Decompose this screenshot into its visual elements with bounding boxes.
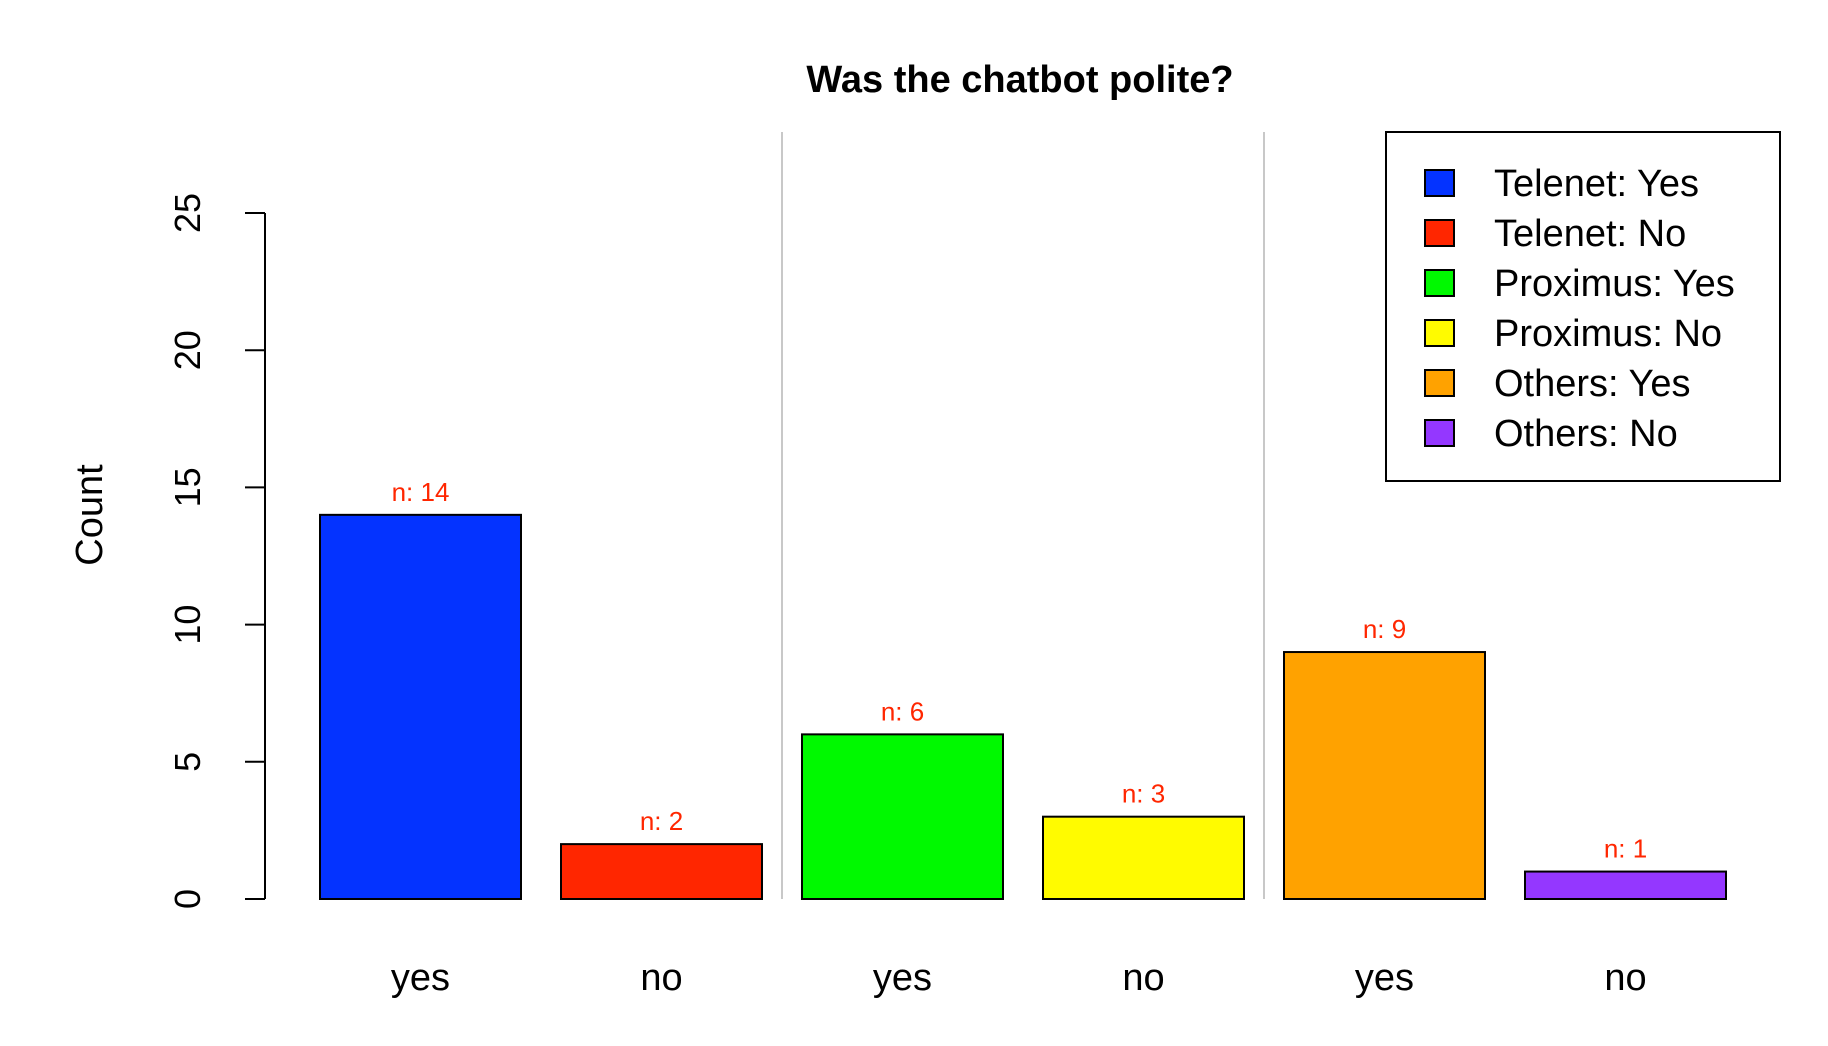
category-label-1: yes	[391, 957, 450, 999]
legend-label-5: Others: Yes	[1494, 363, 1690, 405]
group-separators	[781, 132, 1265, 899]
bars	[319, 513, 1727, 901]
category-label-4: no	[1122, 957, 1164, 999]
y-tick-label-10: 10	[167, 605, 208, 645]
bar-3	[801, 733, 1004, 900]
category-label-2: no	[640, 957, 682, 999]
y-axis-label: Count	[69, 464, 111, 566]
y-axis: 0 5 10 15 20 25	[167, 193, 266, 909]
data-label-5: n: 9	[1363, 614, 1406, 644]
data-label-6: n: 1	[1604, 834, 1647, 864]
legend-label-2: Telenet: No	[1494, 213, 1686, 255]
legend-label-4: Proximus: No	[1494, 313, 1722, 355]
bar-5	[1283, 651, 1486, 900]
category-label-6: no	[1604, 957, 1646, 999]
y-tick-label-25: 25	[167, 193, 208, 233]
legend-swatch-1	[1424, 169, 1455, 197]
bar-1	[319, 513, 522, 901]
bar-6	[1524, 870, 1727, 900]
legend-label-6: Others: No	[1494, 413, 1678, 455]
data-label-4: n: 3	[1122, 779, 1165, 809]
category-label-3: yes	[873, 957, 932, 999]
legend-swatch-6	[1424, 419, 1455, 447]
legend: Telenet: Yes Telenet: No Proximus: Yes Prox…	[1385, 131, 1781, 482]
legend-swatch-4	[1424, 319, 1455, 347]
bar-2	[560, 843, 763, 900]
category-label-5: yes	[1355, 957, 1414, 999]
legend-swatch-5	[1424, 369, 1455, 397]
data-labels: n: 14 n: 2 n: 6 n: 3 n: 9 n: 1	[392, 477, 1648, 864]
y-tick-label-15: 15	[167, 467, 208, 507]
data-label-2: n: 2	[640, 806, 683, 836]
y-tick-label-20: 20	[167, 330, 208, 370]
legend-label-1: Telenet: Yes	[1494, 163, 1699, 205]
legend-swatch-2	[1424, 219, 1455, 247]
legend-label-3: Proximus: Yes	[1494, 263, 1735, 305]
y-tick-label-0: 0	[167, 889, 208, 909]
data-label-3: n: 6	[881, 696, 924, 726]
chart-title: Was the chatbot polite?	[806, 59, 1233, 101]
y-tick-label-5: 5	[167, 752, 208, 772]
data-label-1: n: 14	[392, 477, 450, 507]
legend-swatch-3	[1424, 269, 1455, 297]
category-labels: yes no yes no yes no	[391, 957, 1647, 999]
bar-4	[1042, 815, 1245, 900]
